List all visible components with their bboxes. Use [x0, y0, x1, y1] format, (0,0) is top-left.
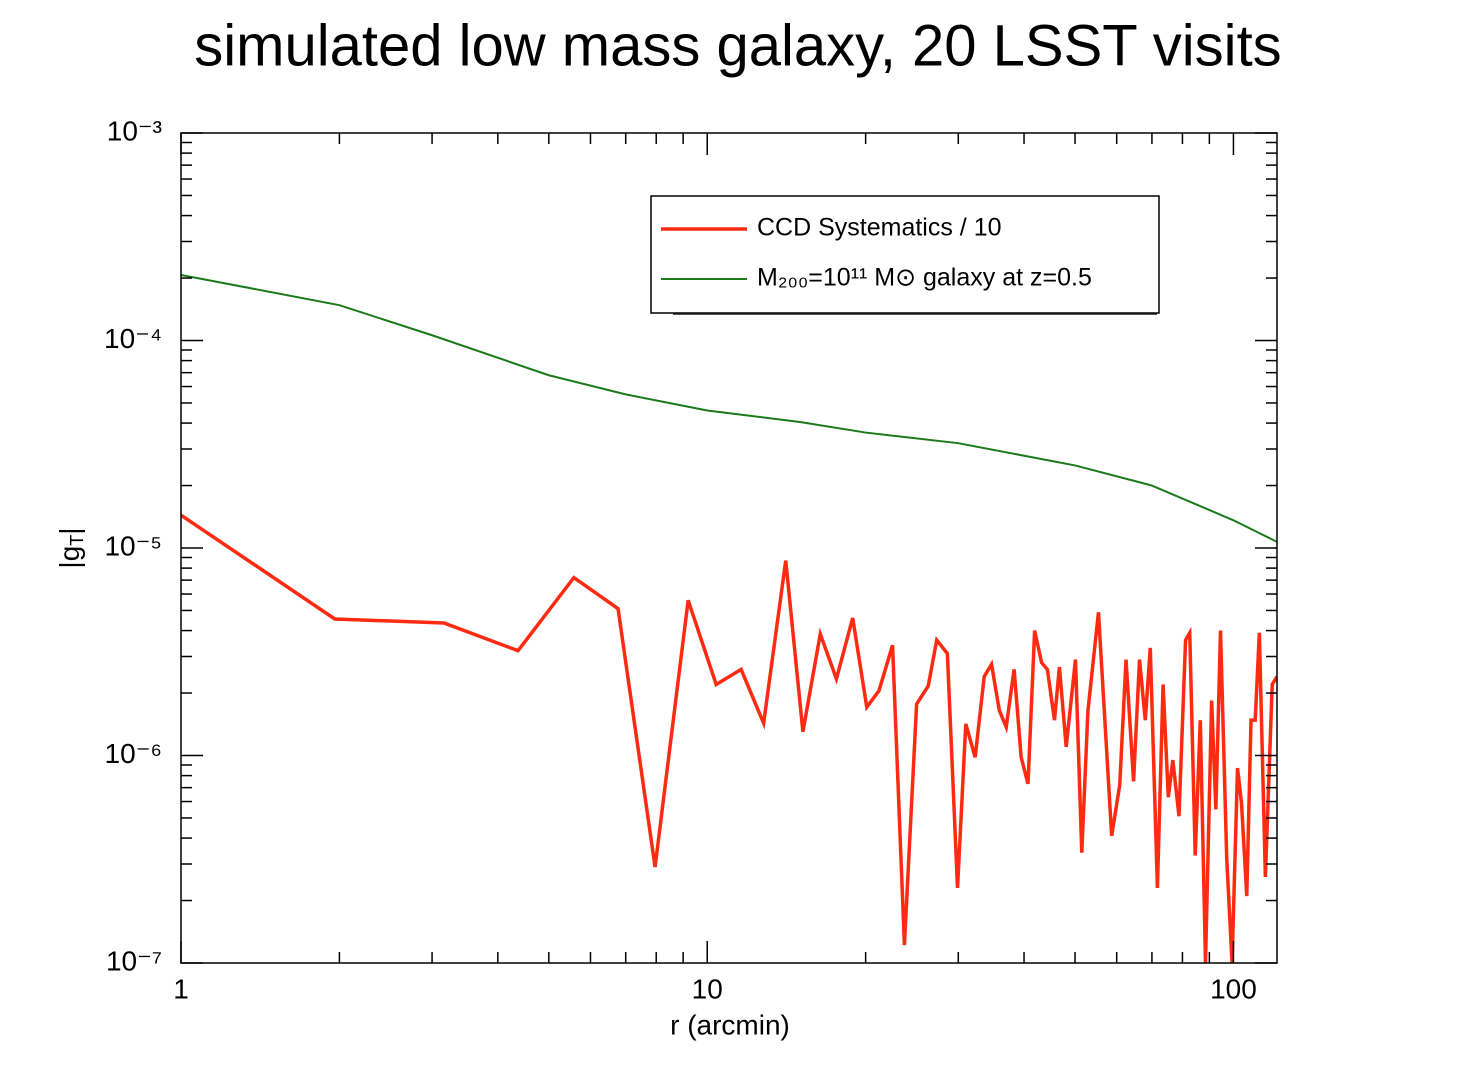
chart-title: simulated low mass galaxy, 20 LSST visit…	[194, 13, 1281, 78]
y-axis-label: |gT|	[54, 527, 86, 568]
x-axis-label: r (arcmin)	[670, 1009, 790, 1040]
y-tick-label: 10⁻⁵	[104, 530, 162, 561]
y-label-part: |	[54, 527, 85, 534]
x-tick-label: 100	[1210, 973, 1257, 1004]
legend-label: CCD Systematics / 10	[757, 214, 1002, 242]
series-line	[181, 513, 1277, 963]
legend-label: M₂₀₀=10¹¹ M⊙ galaxy at z=0.5	[757, 264, 1092, 292]
plot-area	[181, 273, 1277, 963]
y-tick-label: 10⁻⁴	[104, 323, 162, 354]
y-tick-label: 10⁻⁷	[106, 945, 162, 976]
x-tick-label: 1	[173, 973, 189, 1004]
x-tick-label: 10	[692, 973, 723, 1004]
series-line	[181, 273, 1277, 543]
y-label-part: |g	[54, 546, 85, 569]
y-label-sub: T	[67, 535, 87, 546]
y-tick-label: 10⁻³	[107, 115, 162, 146]
y-tick-label: 10⁻⁶	[105, 738, 162, 769]
legend-box	[650, 195, 1160, 314]
